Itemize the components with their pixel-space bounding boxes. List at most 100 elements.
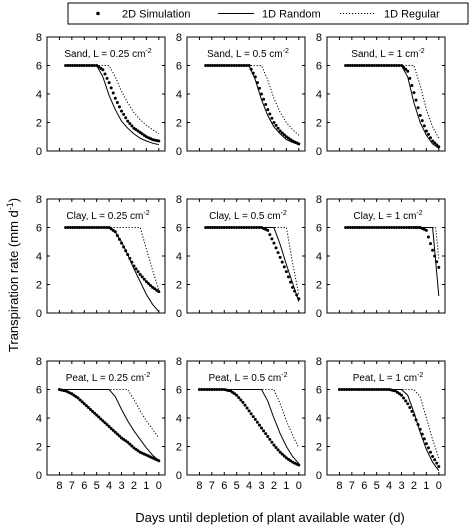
y-tick-label: 0 <box>36 146 42 158</box>
y-tick-label: 8 <box>36 32 42 44</box>
data-point <box>124 116 128 120</box>
y-tick-label: 6 <box>176 385 182 397</box>
y-tick-label: 2 <box>36 118 42 130</box>
y-tick-label: 0 <box>176 308 182 320</box>
data-point <box>247 409 251 413</box>
data-point <box>429 242 433 246</box>
y-tick-label: 4 <box>176 251 182 263</box>
x-tick-label: 6 <box>361 480 367 492</box>
data-point <box>149 283 153 287</box>
data-point <box>105 423 109 427</box>
data-point <box>268 233 272 237</box>
y-tick-label: 0 <box>36 470 42 482</box>
data-point <box>245 406 249 410</box>
data-point <box>400 393 404 397</box>
data-point <box>424 129 428 133</box>
data-point <box>289 280 293 284</box>
data-point <box>91 409 95 413</box>
data-point <box>412 91 416 95</box>
data-point <box>107 81 111 85</box>
series-1d-random-line <box>345 65 440 149</box>
y-tick-label: 8 <box>316 194 322 206</box>
data-point <box>255 420 259 424</box>
data-point <box>134 267 138 271</box>
data-point <box>431 139 435 143</box>
data-point <box>117 434 121 438</box>
x-tick-label: 3 <box>258 480 264 492</box>
data-point <box>433 141 437 145</box>
data-point <box>84 404 88 408</box>
data-point <box>426 235 430 239</box>
y-tick-label: 4 <box>176 413 182 425</box>
data-point <box>282 454 286 458</box>
legend-marker-dots <box>96 11 100 16</box>
panel-label: Peat, L = 0.5 cm-2 <box>209 372 288 384</box>
data-point <box>435 143 439 147</box>
data-point <box>426 446 430 450</box>
data-point <box>157 290 161 294</box>
x-tick-label: 4 <box>106 480 112 492</box>
legend-box <box>67 2 469 25</box>
series-2d-simulation <box>344 226 441 269</box>
series-1d-random-line <box>205 227 300 302</box>
y-tick-label: 6 <box>36 385 42 397</box>
data-point <box>406 69 410 73</box>
data-point <box>107 425 111 429</box>
data-point <box>426 132 430 136</box>
data-point <box>109 426 113 430</box>
y-tick-label: 2 <box>316 280 322 292</box>
panel-label: Peat, L = 1 cm-2 <box>353 372 424 384</box>
chart-panel: 0 2 4 6 8 Clay, L = 0.25 cm-2 <box>36 194 166 320</box>
data-point <box>433 458 437 462</box>
data-point <box>431 454 435 458</box>
y-tick-label: 6 <box>316 385 322 397</box>
panel-label: Clay, L = 1 cm-2 <box>353 210 422 222</box>
data-point <box>408 76 412 80</box>
y-tick-label: 4 <box>176 89 182 101</box>
data-point <box>115 101 119 105</box>
data-point <box>249 412 253 416</box>
data-point <box>111 91 115 95</box>
data-point <box>128 442 132 446</box>
data-point <box>122 112 126 116</box>
y-tick-label: 8 <box>176 356 182 368</box>
y-tick-label: 0 <box>36 308 42 320</box>
y-tick-label: 8 <box>316 32 322 44</box>
data-point <box>95 413 99 417</box>
data-point <box>103 421 107 425</box>
y-tick-label: 4 <box>316 413 322 425</box>
data-point <box>78 398 82 402</box>
data-point <box>282 265 286 269</box>
series-2d-simulation <box>204 64 301 146</box>
data-point <box>260 426 264 430</box>
x-tick-label: 8 <box>196 480 202 492</box>
series-2d-simulation <box>64 64 161 143</box>
x-tick-label: 4 <box>386 480 392 492</box>
series-1d-regular-line <box>205 65 300 136</box>
y-tick-label: 6 <box>176 223 182 235</box>
y-tick-label: 8 <box>36 194 42 206</box>
data-point <box>278 255 282 259</box>
series-1d-random-line <box>65 65 159 146</box>
data-point <box>126 119 130 123</box>
data-point <box>274 445 278 449</box>
data-point <box>239 398 243 402</box>
x-tick-label: 8 <box>56 480 62 492</box>
y-tick-label: 0 <box>316 470 322 482</box>
data-point <box>297 463 301 467</box>
data-point <box>416 106 420 110</box>
y-tick-label: 6 <box>316 61 322 73</box>
data-point <box>414 98 418 102</box>
series-2d-simulation <box>197 388 301 467</box>
legend-entry: 1D Random <box>218 9 321 21</box>
data-point <box>113 96 117 100</box>
data-point <box>140 275 144 279</box>
data-point <box>270 116 274 120</box>
y-tick-label: 8 <box>176 194 182 206</box>
x-tick-label: 3 <box>118 480 124 492</box>
data-point <box>408 406 412 410</box>
series-1d-random-line <box>199 389 300 464</box>
data-point <box>276 251 280 255</box>
y-tick-label: 2 <box>316 118 322 130</box>
